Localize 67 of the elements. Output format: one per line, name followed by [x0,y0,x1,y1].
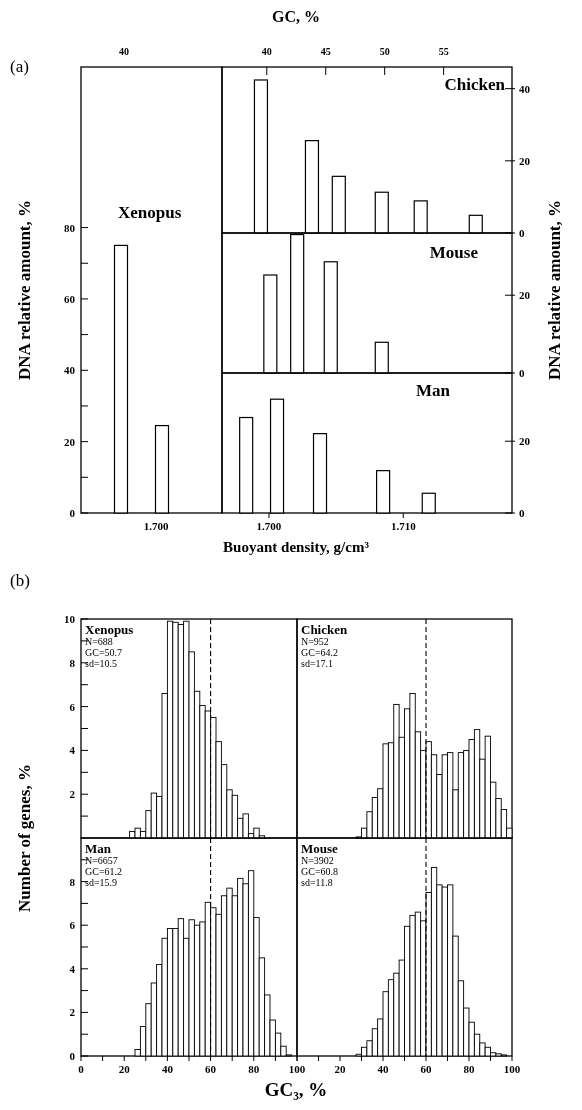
y-tick-label: 2 [69,788,76,801]
y2-tick-label: 20 [519,289,531,302]
x-tick-label: 60 [420,1063,432,1075]
annotation: sd=11.8 [301,877,333,888]
x2-tick-label: 55 [438,46,449,57]
x-tick-label: 0 [78,1063,85,1075]
y2-tick-label: 0 [519,507,525,519]
y-tick-label: 8 [69,875,76,888]
y-tick-label: 4 [69,962,76,975]
x2-tick-label: 45 [320,46,331,57]
x-tick-label: 40 [377,1063,389,1075]
text: Man [416,381,451,400]
text: Xenopus [118,203,182,222]
y2-tick-label: 0 [519,227,525,239]
annotation: sd=10.5 [85,658,118,669]
y2-tick-label: 20 [519,435,531,448]
y-axis-title: DNA relative amount, % [15,199,34,381]
chart-title: Man [85,841,112,856]
y-tick-label: 0 [69,507,76,519]
x-tick-label: 80 [463,1063,475,1075]
x-tick-label: 20 [334,1063,346,1075]
text: Mouse [429,243,479,262]
annotation: GC=61.2 [85,866,123,877]
chart-title: Mouse [301,841,339,856]
x-tick-label: 1.710 [390,520,417,532]
x-axis-title: Buoyant density, g/cm³ [223,539,370,555]
y2-tick-label: 0 [519,367,525,379]
chart-title: Xenopus [85,622,134,637]
x2-axis-title: GC, % [272,8,320,25]
annotation: N=3902 [301,855,334,866]
y-tick-label: 10 [64,613,76,625]
annotation: sd=17.1 [301,658,334,669]
x2-tick-label: 50 [379,46,390,57]
annotation: GC=60.8 [301,866,339,877]
x-tick-label: 20 [118,1063,131,1075]
annotation: N=952 [301,636,329,647]
x2-tick-label: 40 [261,46,272,57]
text: (a) [10,57,29,76]
y-tick-label: 40 [64,364,76,377]
annotation: N=688 [85,636,113,647]
annotation: sd=15.9 [85,877,118,888]
annotation: N=6657 [85,855,118,866]
text: (b) [10,571,30,590]
y2-tick-label: 20 [519,154,531,167]
annotation: GC=64.2 [301,647,339,658]
y-tick-label: 6 [69,700,76,713]
text: 40 [119,46,129,57]
y-tick-label: 6 [69,919,76,932]
y2-axis-title: DNA relative amount, % [545,199,564,381]
y-tick-label: 60 [64,292,76,305]
y2-tick-label: 40 [519,82,531,95]
y-tick-label: 0 [69,1050,76,1062]
text: Chicken [444,75,506,94]
x-tick-label: 80 [248,1063,260,1075]
x-tick-label: 100 [503,1063,521,1075]
x-tick-label: 40 [161,1063,174,1075]
x-tick-label: 100 [288,1063,306,1075]
x-tick-label: 60 [205,1063,217,1075]
y-tick-label: 80 [64,221,76,234]
chart-title: Chicken [301,622,348,637]
x-axis-title: GC₃, % [264,1079,328,1100]
y-tick-label: 2 [69,1006,76,1019]
y-tick-label: 20 [64,435,76,448]
y-axis-title: Number of genes, % [15,764,34,912]
annotation: GC=50.7 [85,647,123,658]
y-tick-label: 8 [69,656,76,669]
y-tick-label: 4 [69,744,76,757]
